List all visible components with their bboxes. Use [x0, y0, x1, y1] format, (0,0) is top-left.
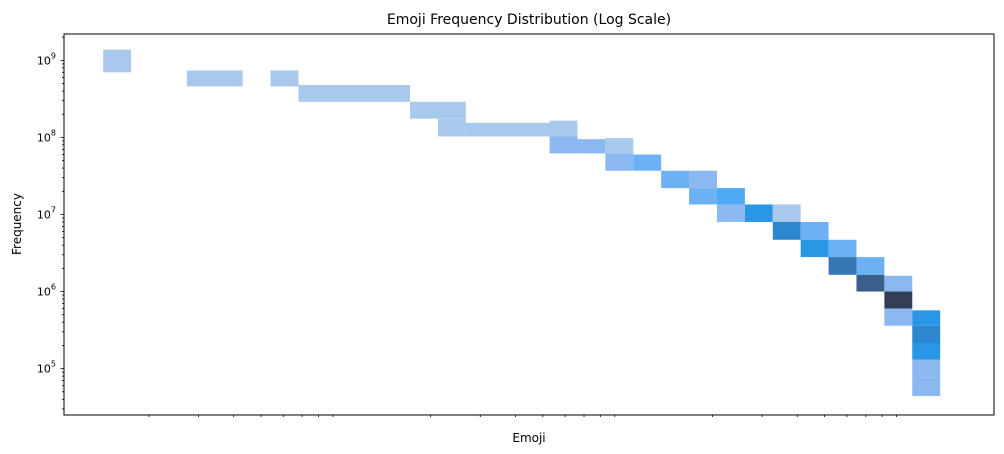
heatmap-cell	[549, 136, 578, 154]
heatmap-cell	[298, 84, 411, 102]
heatmap-cell	[605, 153, 634, 171]
y-tick-label: 105	[37, 360, 56, 376]
chart-title: Emoji Frequency Distribution (Log Scale)	[387, 12, 671, 28]
y-tick-label: 109	[37, 51, 56, 67]
heatmap-cell	[912, 377, 941, 397]
x-axis-label: Emoji	[512, 431, 545, 445]
heatmap-cell	[884, 275, 913, 292]
heatmap-cell	[605, 138, 634, 154]
heatmap-cell	[800, 221, 829, 240]
heatmap-cell	[744, 204, 773, 222]
x-axis-ticks	[148, 415, 897, 417]
heatmap-cell	[661, 170, 690, 189]
heatmap-cell	[912, 310, 941, 326]
y-axis-ticks: 105 106 107 108 109	[37, 36, 64, 410]
y-axis-label: Frequency	[10, 193, 24, 255]
heatmap-cell	[800, 239, 829, 258]
y-tick-label: 108	[37, 128, 56, 144]
heatmap-cell	[270, 70, 299, 87]
y-tick-label: 107	[37, 205, 56, 221]
heatmap-cell	[856, 274, 885, 292]
heatmap-cell	[884, 308, 913, 326]
heatmap-cell	[772, 221, 801, 240]
heatmap-cell	[689, 170, 717, 189]
heatmap-cell	[410, 101, 466, 119]
heatmap-cell	[716, 204, 745, 222]
heatmap-cell	[437, 118, 466, 137]
plot-frame	[63, 33, 995, 416]
y-tick-label: 106	[37, 283, 56, 299]
heatmap-cell	[856, 257, 885, 275]
heatmap-cell	[772, 204, 801, 222]
heatmap-cell	[577, 139, 606, 154]
heatmap-cell	[633, 154, 662, 171]
heatmap-cell	[828, 257, 857, 275]
heatmap-cell	[884, 291, 913, 309]
heatmap-cell	[465, 122, 550, 137]
heatmap-cells	[103, 49, 941, 397]
heatmap-cell	[912, 342, 941, 360]
heatmap-cell	[828, 239, 857, 258]
heatmap-cell	[549, 120, 578, 137]
heatmap-cell	[103, 49, 132, 73]
heatmap-cell	[912, 325, 941, 343]
heatmap-cell	[716, 188, 745, 205]
heatmap-cell	[912, 359, 941, 378]
heatmap-cell	[186, 70, 243, 87]
heatmap-cell	[689, 188, 717, 205]
